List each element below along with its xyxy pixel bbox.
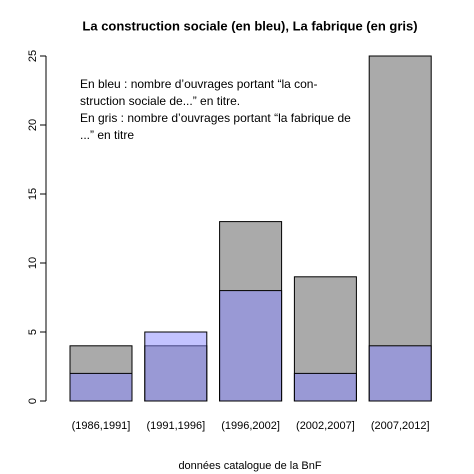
x-tick-label: (2007,2012]	[371, 420, 430, 432]
y-tick-label: 20	[27, 119, 39, 131]
bar	[293, 372, 357, 402]
bar	[219, 290, 283, 402]
x-tick-label: (1996,2002]	[221, 420, 280, 432]
y-tick-label: 0	[27, 398, 39, 404]
annotation: ...” en titre	[80, 128, 134, 142]
x-tick-label: (1991,1996]	[146, 420, 205, 432]
y-tick-label: 25	[27, 50, 39, 62]
caption: données catalogue de la BnF	[178, 460, 321, 472]
chart-title: La construction sociale (en bleu), La fa…	[82, 18, 417, 33]
annotation: En bleu : nombre d’ouvrages portant “la …	[80, 77, 317, 91]
bar	[144, 331, 208, 402]
y-tick-label: 10	[27, 257, 39, 269]
x-tick-label: (2002,2007]	[296, 420, 355, 432]
y-tick-label: 5	[27, 329, 39, 335]
annotation: En gris : nombre d’ouvrages portant “la …	[80, 111, 351, 125]
x-tick-label: (1986,1991]	[72, 420, 131, 432]
y-tick-label: 15	[27, 188, 39, 200]
bar	[368, 345, 432, 402]
bar	[368, 55, 432, 402]
bar	[69, 372, 133, 402]
annotation: struction sociale de...” en titre.	[80, 94, 240, 108]
